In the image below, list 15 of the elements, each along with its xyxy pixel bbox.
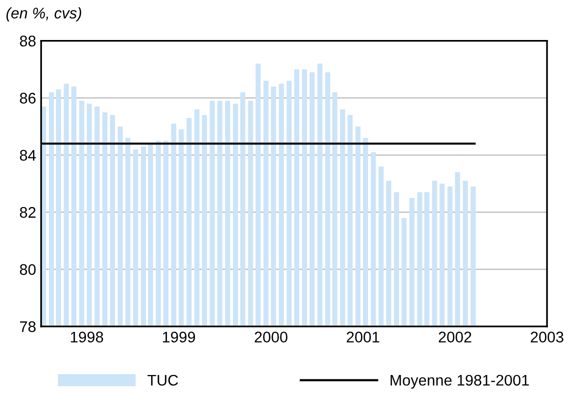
y-axis-title: (en %, cvs): [6, 7, 82, 22]
legend-label: TUC: [148, 374, 178, 386]
y-tick-label: 84: [20, 150, 36, 161]
x-tick-label: 2002: [438, 332, 472, 342]
y-tick-label: 86: [20, 92, 36, 104]
x-tick-label: 2003: [530, 332, 564, 342]
x-tick-label: 1999: [162, 332, 196, 342]
x-tick-label: 2001: [346, 332, 380, 342]
x-tick-label: 2000: [254, 332, 288, 342]
y-tick-label: 78: [20, 321, 36, 332]
x-tick-label: 1998: [70, 332, 104, 342]
y-tick-label: 80: [20, 264, 36, 275]
y-tick-label: 82: [20, 207, 36, 218]
y-tick-label: 88: [20, 36, 36, 46]
legend-label: Moyenne 1981-2001: [390, 374, 529, 389]
